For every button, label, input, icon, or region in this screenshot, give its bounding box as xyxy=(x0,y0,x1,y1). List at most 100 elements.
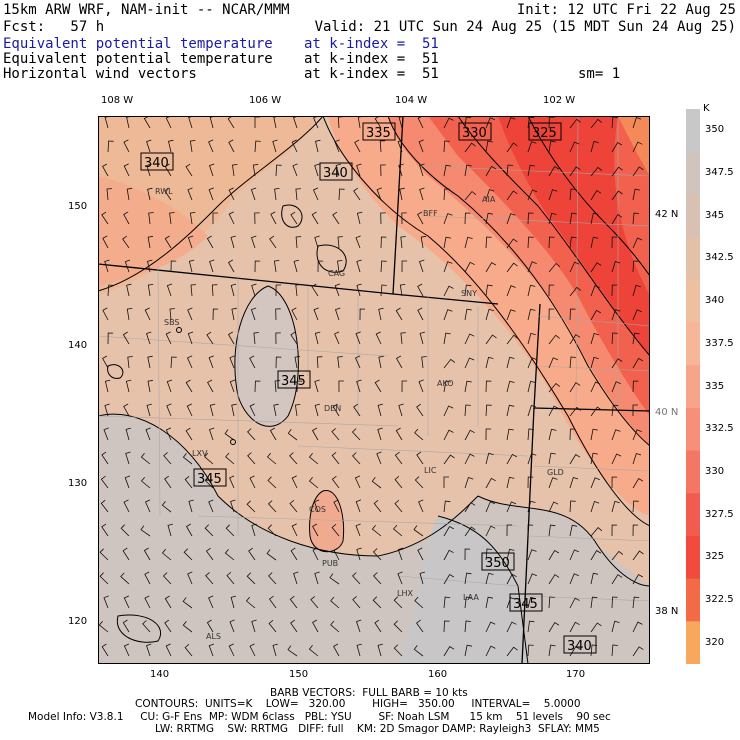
wind-barb xyxy=(527,549,537,561)
wind-barb xyxy=(569,454,581,465)
wind-barb xyxy=(373,499,382,513)
wind-barb xyxy=(401,212,407,225)
wind-barb xyxy=(170,260,177,273)
wind-barb xyxy=(123,163,130,177)
wind-barb xyxy=(123,139,130,153)
wind-barb xyxy=(506,356,515,369)
wind-barb xyxy=(353,187,361,201)
station-rwl: RWL xyxy=(155,187,173,196)
wind-barb xyxy=(188,499,194,513)
y-tick-130: 130 xyxy=(68,478,88,489)
field-level-2: at k-index = 51 xyxy=(304,51,439,67)
station-pub: PUB xyxy=(322,559,338,568)
wind-barb xyxy=(590,572,599,585)
wind-barb xyxy=(611,429,621,441)
wind-barb xyxy=(443,236,452,249)
wind-barb xyxy=(485,404,492,417)
contour-label-345-s: 345 xyxy=(509,593,543,612)
wind-barb xyxy=(270,211,277,225)
wind-barb xyxy=(334,139,340,153)
wind-barb xyxy=(142,620,151,633)
wind-barb xyxy=(124,475,131,489)
wind-barb xyxy=(506,117,516,129)
wind-barb xyxy=(230,595,237,609)
wind-barb xyxy=(371,477,382,489)
wind-barb xyxy=(122,235,130,249)
wind-barb xyxy=(148,212,154,225)
wind-barb xyxy=(204,452,214,465)
wind-barb xyxy=(273,403,279,417)
wind-barb xyxy=(268,572,277,585)
wind-barb xyxy=(527,116,535,129)
smoothing-label: sm= 1 xyxy=(578,66,621,82)
forecast-hour: Fcst: 57 h xyxy=(3,19,105,35)
wind-barb xyxy=(204,476,214,489)
wind-barb xyxy=(352,596,361,609)
field-band-322 xyxy=(618,116,650,176)
wind-barb xyxy=(333,547,340,561)
wind-barb xyxy=(590,550,602,561)
wind-barb xyxy=(232,164,238,177)
wind-barb xyxy=(398,403,404,417)
wind-barb xyxy=(632,550,644,561)
wind-barb xyxy=(485,452,494,465)
station-den: DEN xyxy=(324,404,341,413)
wind-barb xyxy=(611,284,618,297)
wind-barb xyxy=(416,403,424,417)
wind-barb xyxy=(189,140,196,153)
wind-barb xyxy=(287,645,298,657)
wind-barb xyxy=(102,235,109,249)
wind-barb xyxy=(251,283,257,297)
wind-barb xyxy=(416,451,424,465)
wind-barb xyxy=(632,621,643,633)
wind-barb xyxy=(147,259,153,273)
x-tick-140: 140 xyxy=(150,669,170,680)
wind-barb xyxy=(611,358,623,369)
wind-barb xyxy=(355,523,361,537)
wind-barb xyxy=(231,307,237,321)
contour-lines xyxy=(98,116,650,664)
contour-label-340-se: 340 xyxy=(563,635,597,654)
colorbar-label: 320 xyxy=(705,636,725,648)
wind-barb xyxy=(164,475,172,489)
contour-label-340-nw: 340 xyxy=(140,152,174,171)
wind-barb xyxy=(126,308,133,321)
wind-barb xyxy=(399,284,406,297)
wind-barb xyxy=(311,427,319,441)
wind-barb xyxy=(275,164,282,177)
wind-barb xyxy=(506,573,517,585)
wind-barb xyxy=(355,619,362,633)
wind-barb xyxy=(485,236,492,249)
wind-barb xyxy=(208,595,214,609)
wind-barb xyxy=(228,187,235,201)
wind-barb xyxy=(611,141,623,153)
wind-barb xyxy=(167,523,173,537)
wind-barb xyxy=(611,214,623,225)
wind-barb xyxy=(313,307,319,321)
wind-barb xyxy=(378,355,384,369)
wind-barb xyxy=(380,212,386,225)
wind-barb xyxy=(548,405,559,417)
wind-barb xyxy=(354,475,361,489)
wind-barb xyxy=(330,620,340,633)
init-time: Init: 12 UTC Fri 22 Aug 25 xyxy=(516,2,736,18)
wind-barb xyxy=(377,427,383,441)
wind-barb xyxy=(414,428,424,441)
wind-barb xyxy=(295,236,302,249)
wind-barb xyxy=(569,549,580,561)
wind-barb xyxy=(250,235,257,249)
wind-barb xyxy=(420,235,427,249)
wind-barb xyxy=(266,452,277,465)
wind-barb xyxy=(249,643,256,657)
wind-barb xyxy=(443,454,455,465)
wind-barb xyxy=(632,332,640,345)
wind-barb xyxy=(443,285,454,297)
wind-barb xyxy=(185,427,193,441)
wind-barb xyxy=(417,283,424,297)
wind-barb xyxy=(107,140,114,153)
y-tick-120: 120 xyxy=(68,616,88,627)
wind-barb xyxy=(120,572,130,585)
wind-barb xyxy=(376,187,382,201)
wind-barb xyxy=(548,140,556,153)
wind-barb xyxy=(590,381,601,393)
